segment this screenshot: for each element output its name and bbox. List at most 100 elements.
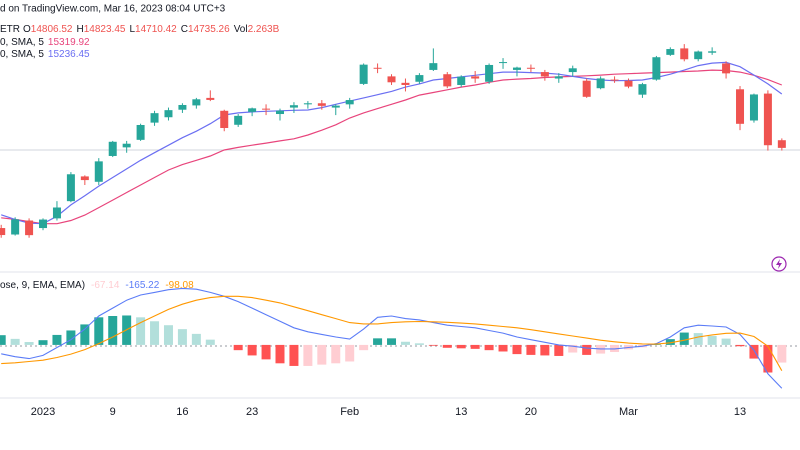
candle-body (763, 93, 772, 146)
x-tick-label: 23 (246, 406, 258, 418)
candle-body (512, 67, 521, 70)
candle-body (150, 113, 159, 123)
candle-body (178, 104, 187, 110)
candle-body (485, 64, 494, 82)
candle-body (331, 105, 340, 108)
candle-body (499, 62, 508, 64)
candle-body (387, 76, 396, 83)
candle-body (443, 74, 452, 87)
sma-name: 0, SMA, 5 (0, 49, 44, 60)
histogram-bar (679, 332, 689, 345)
candle-body (638, 84, 647, 95)
candle-body (415, 75, 424, 82)
candle-body (582, 80, 591, 97)
candle-body (66, 174, 75, 202)
histogram-bar (721, 338, 731, 345)
histogram-bar (177, 329, 187, 345)
sma-name: 0, SMA, 5 (0, 37, 44, 48)
x-tick-label: 13 (734, 406, 746, 418)
candle-body (749, 94, 758, 121)
histogram-bar (331, 344, 341, 364)
candle-body (94, 161, 103, 182)
histogram-bar (387, 338, 397, 345)
histogram-bar (735, 344, 745, 347)
histogram-bar (289, 344, 299, 366)
candle-body (429, 63, 438, 70)
histogram-bar (693, 333, 703, 345)
sma-value: 15236.45 (48, 49, 90, 60)
candle-body (108, 141, 117, 156)
candle-body (373, 67, 382, 69)
candle-body (722, 63, 731, 74)
histogram-bar (0, 335, 6, 345)
symbol: ETR (0, 24, 20, 35)
candle-body (248, 108, 257, 112)
ohlc-value: 14710.42 (135, 24, 177, 35)
ohlc-legend: ETR O14806.52 H14823.45 L14710.42 C14735.26 V… (0, 24, 280, 35)
histogram-bar (763, 344, 773, 373)
candle-body (471, 76, 480, 79)
candle-body (39, 219, 48, 229)
histogram-bar (651, 344, 661, 345)
histogram-bar (749, 344, 759, 359)
volume-value: 2.263B (248, 24, 280, 35)
x-tick-label: Mar (619, 406, 638, 418)
macd-value: -165.22 (125, 280, 159, 291)
macd-line (1, 295, 783, 371)
histogram-bar (400, 341, 410, 345)
candle-body (122, 143, 131, 148)
histogram-bar (108, 316, 118, 345)
histogram-bar (52, 334, 62, 345)
candle-body (303, 103, 312, 105)
histogram-bar (261, 344, 271, 360)
histogram-bar (38, 340, 48, 345)
histogram-bar (317, 344, 327, 365)
ohlc-value: 14806.52 (31, 24, 73, 35)
x-tick-label: 13 (455, 406, 467, 418)
histogram-bar (373, 338, 383, 345)
histogram-bar (470, 344, 480, 349)
histogram-bar (568, 344, 578, 353)
ohlc-value: 14735.26 (188, 24, 230, 35)
candle-body (164, 110, 173, 118)
header-title: d on TradingView.com, Mar 16, 2023 08:04… (0, 4, 226, 15)
histogram-bar (136, 317, 146, 345)
candle-body (680, 48, 689, 60)
candle-body (220, 110, 229, 129)
ohlc-label: C (181, 24, 188, 35)
candle-body (777, 140, 786, 148)
histogram-bar (10, 338, 20, 345)
candle-body (80, 176, 89, 181)
candle-body (652, 57, 661, 80)
histogram-bar (456, 344, 466, 349)
histogram-bar (163, 325, 173, 345)
histogram-bar (540, 344, 550, 356)
x-tick-label: 2023 (31, 406, 55, 418)
candle-body (234, 115, 243, 125)
histogram-bar (24, 342, 34, 345)
ohlc-label: L (129, 24, 135, 35)
histogram-bar (345, 344, 355, 362)
histogram-bar (303, 344, 313, 366)
candle-body (554, 76, 563, 79)
candle-body (359, 64, 368, 84)
candle-body (401, 82, 410, 85)
candle-body (610, 79, 619, 81)
histogram-bar (94, 317, 104, 345)
candle-body (192, 99, 201, 106)
candle-body (596, 78, 605, 89)
macd-value: -98.08 (165, 280, 194, 291)
histogram-bar (665, 339, 675, 345)
histogram-bar (484, 344, 494, 351)
candle-body (25, 220, 34, 236)
histogram-bar (205, 339, 215, 345)
candle-body (289, 105, 298, 108)
histogram-bar (428, 344, 438, 346)
sma-value: 15319.92 (48, 37, 90, 48)
candle-body (206, 97, 215, 100)
histogram-bar (191, 333, 201, 345)
x-tick-label: Feb (340, 406, 359, 418)
histogram-bar (707, 335, 717, 345)
candle-body (52, 207, 61, 219)
